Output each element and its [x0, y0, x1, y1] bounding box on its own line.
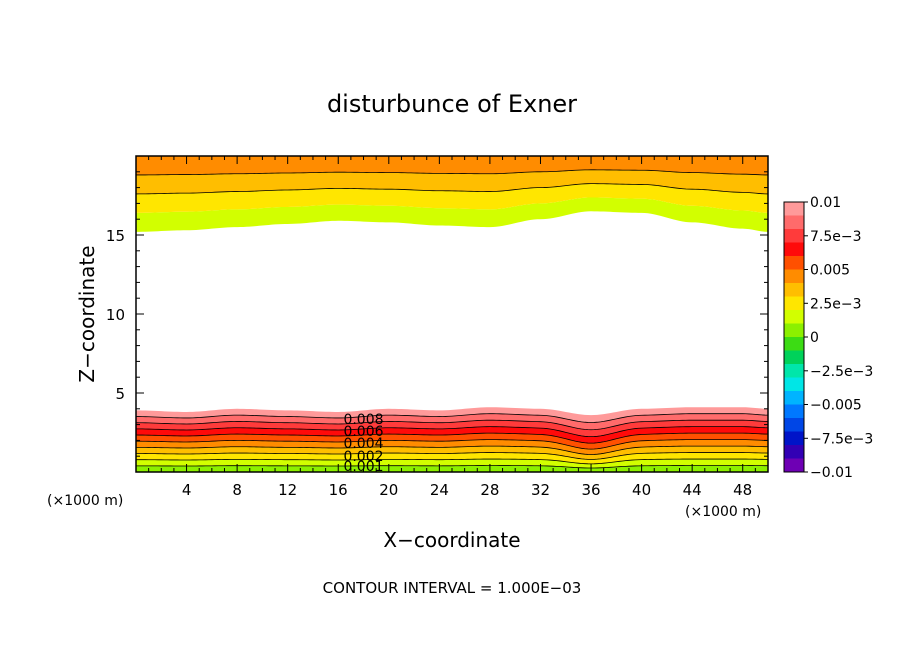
x-tick-label: 4 — [182, 481, 192, 499]
x-tick-label: 28 — [480, 481, 499, 499]
bottom-band — [136, 426, 768, 444]
x-tick-label: 44 — [683, 481, 702, 499]
colorbar-swatch — [784, 202, 804, 216]
colorbar-swatch — [784, 256, 804, 270]
x-tick-label: 24 — [430, 481, 449, 499]
colorbar-label: −0.01 — [810, 465, 853, 481]
colorbar-swatch — [784, 310, 804, 324]
x-unit-right: (×1000 m) — [685, 504, 761, 520]
contour-line — [136, 413, 768, 423]
x-tick-label: 40 — [632, 481, 651, 499]
colorbar-swatch — [784, 418, 804, 432]
colorbar-swatch — [784, 377, 804, 392]
colorbar-label: −0.005 — [810, 398, 862, 414]
contour-line — [136, 458, 768, 465]
colorbar-label: 7.5e−3 — [810, 229, 862, 245]
y-tick-label: 15 — [106, 227, 125, 245]
contour-line — [136, 445, 768, 455]
x-tick-label: 32 — [531, 481, 550, 499]
colorbar-swatch — [784, 404, 804, 419]
colorbar-label: −2.5e−3 — [810, 364, 873, 380]
contour-line — [136, 169, 768, 176]
colorbar-label: 2.5e−3 — [810, 296, 862, 312]
y-tick-label: 5 — [115, 385, 125, 403]
colorbar-label: 0 — [810, 330, 819, 346]
top-band — [136, 156, 768, 175]
contour-interval-note: CONTOUR INTERVAL = 1.000E−03 — [323, 579, 582, 597]
y-tick-label: 10 — [106, 306, 125, 324]
x-unit-left: (×1000 m) — [47, 493, 123, 509]
colorbar-swatch — [784, 458, 804, 473]
axis-ticks — [136, 156, 768, 472]
bottom-band — [136, 407, 768, 423]
colorbar-swatch — [784, 431, 804, 446]
colorbar-swatch — [784, 391, 804, 405]
colorbar-swatch — [784, 229, 804, 243]
colorbar-swatch — [784, 283, 804, 297]
colorbar-swatch — [784, 364, 804, 378]
colorbar-swatch — [784, 296, 804, 311]
x-tick-label: 8 — [232, 481, 242, 499]
contour-label: 0.008 — [343, 412, 383, 428]
x-tick-label: 16 — [329, 481, 348, 499]
x-tick-label: 20 — [379, 481, 398, 499]
contour-line — [136, 183, 768, 195]
x-tick-labels: 4 8 12 16 20 24 28 32 36 40 44 48 — [182, 481, 752, 499]
contour-label: 0.001 — [343, 459, 383, 475]
colorbar-swatch — [784, 350, 804, 365]
bottom-band — [136, 452, 768, 464]
plot-area — [136, 156, 768, 472]
bottom-band — [136, 446, 768, 460]
colorbar-label: 0.005 — [810, 263, 850, 279]
colorbar-swatch — [784, 269, 804, 284]
contour-label: 0.002 — [343, 449, 383, 465]
y-axis-label: Z−coordinate — [75, 245, 99, 382]
top-band — [136, 183, 768, 213]
colorbar-swatch — [784, 337, 804, 351]
contour-line — [136, 452, 768, 460]
bottom-band — [136, 433, 768, 450]
top-band — [136, 169, 768, 194]
colorbar-swatch — [784, 323, 804, 338]
top-band — [136, 197, 768, 232]
contour-line — [136, 432, 768, 444]
contour-line — [136, 419, 768, 431]
colorbar-swatch — [784, 445, 804, 459]
y-tick-labels: 5 10 15 — [106, 227, 125, 403]
colorbar-swatch — [784, 215, 804, 230]
contour-label: 0.004 — [343, 436, 383, 452]
x-axis-label: X−coordinate — [383, 528, 520, 552]
contour-lines — [136, 169, 768, 469]
colorbar-swatch — [784, 242, 804, 257]
colorbar-label: −7.5e−3 — [810, 431, 873, 447]
colorbar-label: 0.01 — [810, 195, 841, 211]
bottom-band — [136, 413, 768, 430]
contour-line — [136, 465, 768, 469]
contour-line — [136, 439, 768, 450]
x-tick-label: 48 — [733, 481, 752, 499]
colorbar — [783, 201, 805, 473]
chart-title: disturbunce of Exner — [327, 90, 577, 118]
contour-label: 0.006 — [343, 424, 383, 440]
contour-line — [136, 426, 768, 438]
x-tick-label: 12 — [278, 481, 297, 499]
x-tick-label: 36 — [581, 481, 600, 499]
colorbar-labels: 0.01 7.5e−3 0.005 2.5e−3 0 −2.5e−3 −0.005 −7.5e… — [804, 195, 873, 481]
